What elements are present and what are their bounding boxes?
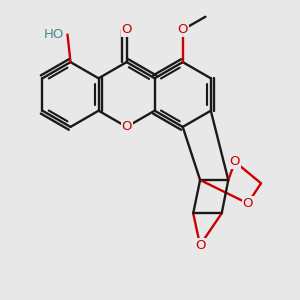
Text: O: O bbox=[230, 155, 240, 168]
Text: HO: HO bbox=[44, 28, 64, 41]
Text: O: O bbox=[242, 197, 253, 210]
Text: O: O bbox=[122, 23, 132, 36]
Text: O: O bbox=[178, 23, 188, 36]
Text: O: O bbox=[122, 120, 132, 134]
Text: O: O bbox=[195, 238, 205, 252]
